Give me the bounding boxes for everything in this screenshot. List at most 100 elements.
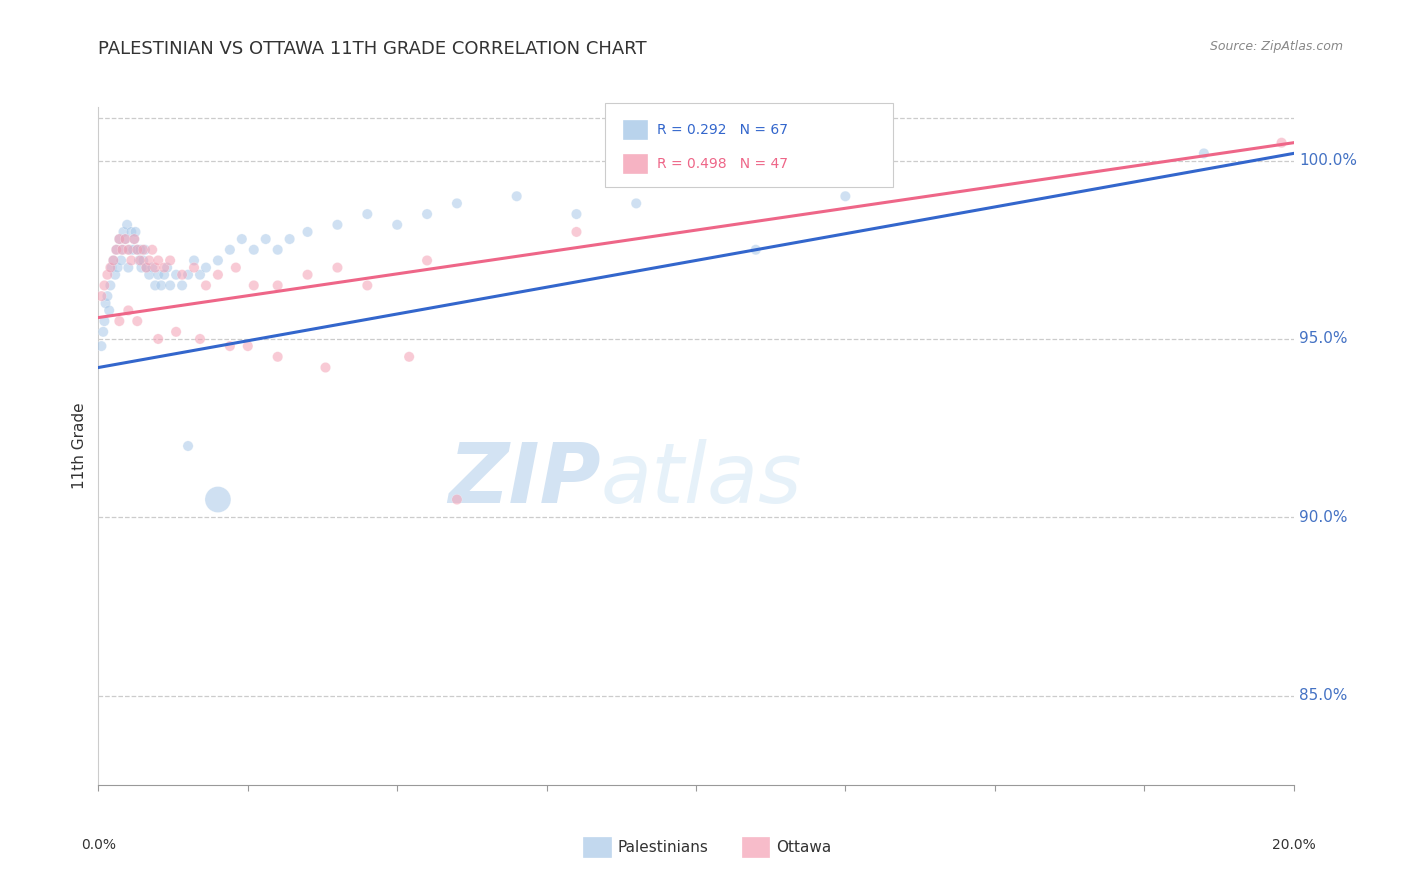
Point [111, 243, 134, 257]
Point [297, 268, 319, 282]
Point [194, 278, 218, 293]
Text: 90.0%: 90.0% [1299, 510, 1348, 524]
Point [117, 243, 139, 257]
Point [153, 260, 176, 275]
Text: Palestinians: Palestinians [617, 840, 709, 855]
Point [103, 253, 125, 268]
Point [356, 207, 378, 221]
Point [219, 339, 242, 353]
Text: Ottawa: Ottawa [776, 840, 831, 855]
Point [326, 218, 349, 232]
Point [117, 260, 139, 275]
Point [188, 332, 211, 346]
Text: 85.0%: 85.0% [1299, 689, 1348, 703]
Point [267, 350, 290, 364]
Point [834, 189, 856, 203]
Text: 20.0%: 20.0% [1271, 838, 1316, 853]
Point [105, 243, 128, 257]
Point [128, 253, 150, 268]
Point [143, 278, 166, 293]
Point [183, 253, 205, 268]
Point [1271, 136, 1294, 150]
Point [105, 243, 128, 257]
Point [231, 232, 253, 246]
Point [114, 232, 136, 246]
Point [156, 260, 179, 275]
Text: 95.0%: 95.0% [1299, 332, 1348, 346]
Text: 100.0%: 100.0% [1299, 153, 1358, 168]
Point [225, 260, 247, 275]
Point [131, 260, 153, 275]
Point [115, 218, 138, 232]
Point [135, 260, 157, 275]
Point [90, 339, 112, 353]
Point [108, 232, 131, 246]
Point [120, 253, 142, 268]
Point [172, 268, 194, 282]
Point [1192, 146, 1215, 161]
Text: PALESTINIAN VS OTTAWA 11TH GRADE CORRELATION CHART: PALESTINIAN VS OTTAWA 11TH GRADE CORRELA… [98, 40, 647, 58]
Point [100, 260, 122, 275]
Point [446, 196, 468, 211]
Point [135, 260, 157, 275]
Point [385, 218, 409, 232]
Point [207, 268, 229, 282]
Point [132, 243, 155, 257]
Point [314, 360, 337, 375]
Point [120, 225, 142, 239]
Point [93, 314, 115, 328]
Point [98, 260, 122, 275]
Point [207, 253, 229, 268]
Point [177, 268, 200, 282]
Point [356, 278, 378, 293]
Text: atlas: atlas [600, 440, 801, 520]
Text: Source: ZipAtlas.com: Source: ZipAtlas.com [1209, 40, 1343, 54]
Point [506, 189, 529, 203]
Point [124, 225, 146, 239]
Point [124, 232, 146, 246]
Point [565, 207, 588, 221]
Point [127, 243, 149, 257]
Point [134, 243, 156, 257]
Point [207, 492, 229, 507]
Point [104, 268, 127, 282]
Text: 0.0%: 0.0% [82, 838, 115, 853]
Point [165, 325, 187, 339]
Point [98, 303, 121, 318]
Point [129, 243, 152, 257]
Point [94, 296, 117, 310]
Point [143, 260, 166, 275]
Point [122, 243, 145, 257]
Point [416, 207, 439, 221]
Point [243, 243, 266, 257]
Point [219, 243, 242, 257]
Point [103, 253, 125, 268]
Point [159, 278, 181, 293]
Point [141, 260, 163, 275]
Point [107, 260, 129, 275]
Point [108, 314, 131, 328]
Point [91, 325, 114, 339]
Point [398, 350, 420, 364]
Point [148, 332, 170, 346]
Point [624, 196, 647, 211]
Point [127, 314, 149, 328]
Point [236, 339, 259, 353]
Point [326, 260, 349, 275]
Point [278, 232, 301, 246]
Point [745, 243, 768, 257]
Point [132, 253, 155, 268]
Point [118, 243, 141, 257]
Y-axis label: 11th Grade: 11th Grade [72, 402, 87, 490]
Point [138, 253, 160, 268]
Point [565, 225, 588, 239]
Point [297, 225, 319, 239]
Point [129, 253, 152, 268]
Point [177, 439, 200, 453]
Point [90, 289, 112, 303]
Point [96, 268, 118, 282]
Point [165, 268, 187, 282]
Point [267, 243, 290, 257]
Point [138, 268, 160, 282]
Point [416, 253, 439, 268]
